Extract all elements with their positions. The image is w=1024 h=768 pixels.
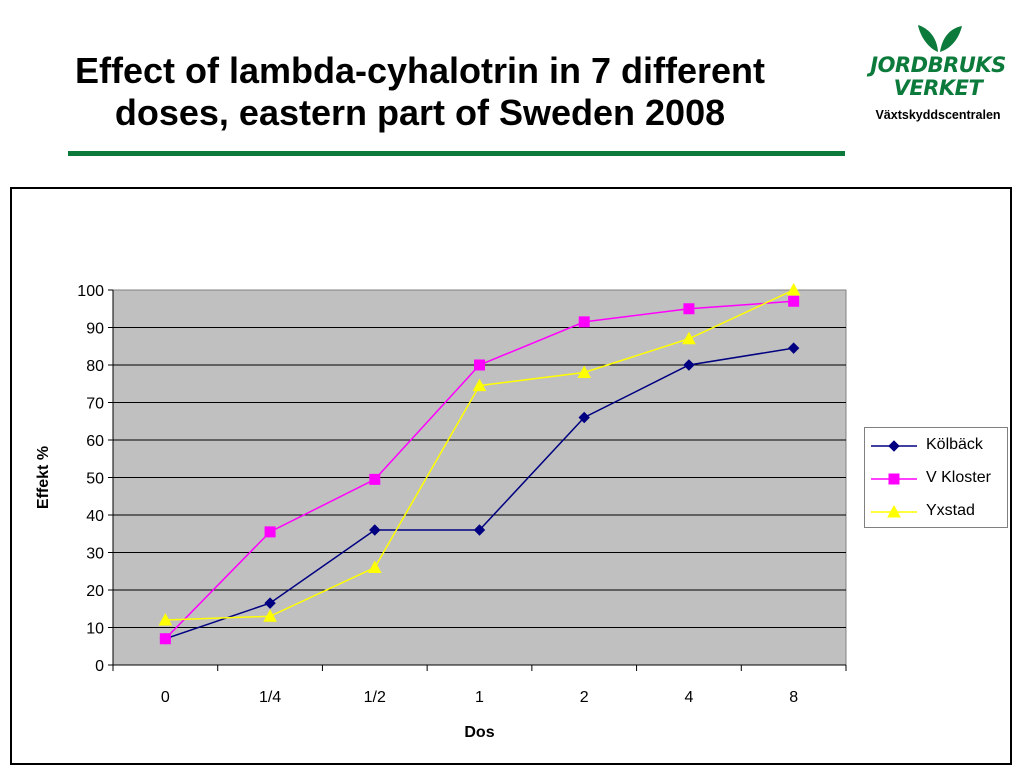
data-point-yxstad xyxy=(367,560,382,573)
leaves-icon xyxy=(918,25,962,52)
x-axis-title: Dos xyxy=(464,724,494,741)
data-point-yxstad xyxy=(682,331,696,345)
legend-label-v-kloster: V Kloster xyxy=(926,469,991,486)
legend-marker xyxy=(888,473,900,485)
data-point-k-lb-ck xyxy=(578,411,590,424)
x-tick-label: 1/4 xyxy=(259,689,281,706)
data-point-yxstad xyxy=(786,282,801,296)
legend-marker xyxy=(887,504,901,518)
y-tick-label: 60 xyxy=(86,433,104,450)
data-point-yxstad xyxy=(263,609,277,622)
slide-title-line-2: doses, eastern part of Sweden 2008 xyxy=(114,92,726,134)
legend-item-kolback: Kölbäck xyxy=(871,434,1006,456)
logo-line-1: JORDBRUKS xyxy=(870,53,1006,77)
x-tick-label: 2 xyxy=(580,689,589,706)
y-tick-label: 100 xyxy=(77,283,104,300)
legend-label-yxstad: Yxstad xyxy=(926,502,975,519)
data-point-yxstad xyxy=(158,612,173,626)
data-point-v-kloster xyxy=(474,359,485,371)
x-tick-label: 4 xyxy=(684,689,693,706)
x-tick-label: 8 xyxy=(789,689,798,706)
chart-legend: Kölbäck V Kloster Yxstad xyxy=(864,427,1008,528)
logo-line-2: VERKET xyxy=(893,76,983,100)
legend-marker xyxy=(888,440,900,452)
legend-swatch-kolback xyxy=(871,440,917,452)
y-tick-label: 70 xyxy=(86,396,104,413)
y-tick-label: 0 xyxy=(95,658,104,675)
data-point-v-kloster xyxy=(369,473,381,485)
slide-title: Effect of lambda-cyhalotrin in 7 differe… xyxy=(20,50,820,135)
title-underline xyxy=(68,151,845,156)
data-point-v-kloster xyxy=(788,295,800,307)
y-tick-label: 10 xyxy=(86,621,104,638)
legend-swatch-yxstad xyxy=(871,504,917,518)
y-tick-label: 80 xyxy=(86,358,104,375)
data-point-yxstad xyxy=(472,378,487,392)
legend-item-yxstad: Yxstad xyxy=(871,500,1006,522)
data-point-k-lb-ck xyxy=(683,359,695,371)
y-tick-label: 50 xyxy=(86,471,104,488)
data-point-k-lb-ck xyxy=(264,597,276,609)
data-point-k-lb-ck xyxy=(369,524,381,536)
y-tick-label: 40 xyxy=(86,508,104,525)
legend-label-kolback: Kölbäck xyxy=(926,436,983,453)
legend-swatch-v-kloster xyxy=(871,473,917,485)
data-point-v-kloster xyxy=(578,316,590,328)
slide-title-line-1: Effect of lambda-cyhalotrin in 7 differe… xyxy=(74,50,766,91)
y-axis-title: Effekt % xyxy=(35,446,52,509)
data-point-v-kloster xyxy=(159,633,171,645)
data-point-yxstad xyxy=(577,365,592,378)
data-point-v-kloster xyxy=(683,303,695,315)
data-point-k-lb-ck xyxy=(473,524,486,536)
x-tick-label: 1/2 xyxy=(364,689,386,706)
x-tick-label: 1 xyxy=(475,689,484,706)
y-tick-label: 30 xyxy=(86,546,104,563)
data-point-v-kloster xyxy=(264,526,276,538)
x-tick-label: 0 xyxy=(161,689,170,706)
y-tick-label: 90 xyxy=(86,321,104,338)
y-tick-label: 20 xyxy=(86,583,104,600)
legend-item-v-kloster: V Kloster xyxy=(871,467,1006,489)
logo-subtitle: Växtskyddscentralen xyxy=(875,108,1001,122)
data-point-k-lb-ck xyxy=(787,342,800,354)
jordbruksverket-logo: JORDBRUKS VERKET Växtskyddscentralen xyxy=(858,22,1018,127)
